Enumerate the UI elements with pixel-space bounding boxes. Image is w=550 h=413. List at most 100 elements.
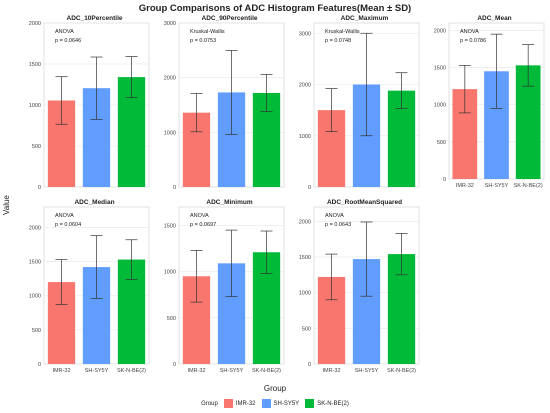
y-tick-label: 0: [308, 185, 311, 191]
y-tick-label: 500: [32, 328, 41, 334]
panel-title: ADC_Mean: [477, 15, 511, 22]
y-tick-label: 500: [167, 316, 176, 322]
figure-title: Group Comparisons of ADC Histogram Featu…: [138, 3, 412, 14]
y-tick-label: 2000: [29, 21, 41, 27]
y-tick-label: 0: [173, 362, 176, 368]
error-bar: [260, 74, 273, 112]
y-tick-label: 1500: [434, 66, 446, 72]
x-tick-label: SK-N-BE(2): [117, 368, 146, 374]
y-tick-label: 1500: [164, 223, 176, 229]
y-tick-label: 0: [443, 177, 446, 183]
legend-item-sknbe2: SK-N-BE(2): [305, 399, 349, 408]
p-value: p = 0.0748: [325, 38, 351, 44]
panel-title: ADC_RootMeanSquared: [327, 199, 402, 206]
y-tick-label: 1500: [299, 255, 311, 261]
legend-label-sknbe2: SK-N-BE(2): [317, 400, 349, 407]
error-bar: [458, 64, 471, 114]
y-tick-label: 3000: [299, 31, 311, 37]
panel-adc-median: ADC_Median 0 500 1000 1500 2000 IMR-32 SH-SY5Y S…: [29, 199, 150, 374]
x-axis-label: Group: [263, 384, 287, 393]
y-tick-label: 0: [38, 362, 41, 368]
legend-label-imr32: IMR-32: [235, 400, 256, 407]
y-tick-label: 2000: [434, 28, 446, 34]
p-value: p = 0.0604: [55, 222, 81, 228]
legend-key-imr32: [223, 399, 233, 408]
panel-adc-minimum: ADC_Minimum 0 500 1000 1500 IMR-32 SH-SY5Y SK-N…: [164, 199, 285, 374]
error-bar: [190, 250, 203, 303]
panel-adc-mean: ADC_Mean 0 500 1000 1500 2000 IMR-32 SH-SY5Y SK-…: [434, 15, 545, 189]
test-name: ANOVA: [55, 213, 74, 219]
y-tick-label: 1000: [29, 294, 41, 300]
error-bar: [90, 56, 103, 120]
error-bar: [395, 72, 408, 109]
error-bar: [325, 88, 338, 132]
y-tick-label: 0: [173, 185, 176, 191]
x-tick-label: SH-SY5Y: [220, 368, 244, 374]
y-tick-label: 1000: [434, 103, 446, 109]
test-name: Kruskal-Wallis: [190, 29, 225, 35]
y-tick-label: 1000: [164, 130, 176, 136]
legend-item-shsy5y: SH-SY5Y: [261, 399, 300, 408]
error-bar: [125, 239, 138, 280]
error-bar: [522, 44, 535, 87]
y-tick-label: 1500: [29, 260, 41, 266]
y-tick-label: 1000: [299, 134, 311, 140]
error-bar: [360, 32, 373, 137]
p-value: p = 0.0786: [460, 38, 486, 44]
x-tick-label: SH-SY5Y: [355, 368, 379, 374]
panel-title: ADC_10Percentile: [67, 15, 123, 22]
y-tick-label: 0: [38, 185, 41, 191]
y-tick-label: 1500: [29, 62, 41, 68]
x-tick-label: SK-N-BE(2): [514, 183, 543, 189]
panel-title: ADC_Minimum: [206, 199, 252, 206]
error-bar: [55, 76, 68, 125]
error-bar: [360, 221, 373, 297]
y-tick-label: 2000: [29, 225, 41, 231]
y-tick-label: 2000: [299, 219, 311, 225]
y-tick-label: 3000: [164, 21, 176, 27]
y-tick-label: 500: [437, 140, 446, 146]
panel-adc-rootmeansquared: ADC_RootMeanSquared 0 500 1000 1500 2000 IMR-3…: [299, 199, 420, 374]
p-value: p = 0.0697: [190, 222, 216, 228]
error-bar: [490, 33, 503, 109]
legend-key-shsy5y: [261, 399, 271, 408]
y-tick-label: 500: [32, 144, 41, 150]
panel-adc-90percentile: ADC_90Percentile 0 1000 2000 3000 Kruskal-Wal…: [164, 15, 285, 191]
panel-adc-10percentile: ADC_10Percentile 0 500 1000 1500 2000 ANOVA p =…: [29, 15, 150, 191]
error-bar: [260, 230, 273, 274]
test-name: ANOVA: [460, 29, 479, 35]
legend-item-imr32: IMR-32: [223, 399, 256, 408]
x-tick-label: IMR-32: [322, 368, 340, 374]
y-tick-label: 0: [308, 362, 311, 368]
error-bar: [125, 56, 138, 98]
x-tick-label: SH-SY5Y: [485, 183, 509, 189]
y-tick-label: 1000: [164, 270, 176, 276]
legend-title: Group: [201, 400, 218, 407]
panel-title: ADC_Median: [74, 199, 114, 206]
test-name: ANOVA: [190, 213, 209, 219]
y-tick-label: 2000: [164, 76, 176, 82]
p-value: p = 0.0646: [55, 38, 81, 44]
x-tick-label: IMR-32: [187, 368, 205, 374]
y-tick-label: 1000: [29, 103, 41, 109]
error-bar: [190, 93, 203, 133]
p-value: p = 0.0643: [325, 222, 351, 228]
error-bar: [90, 235, 103, 299]
y-tick-label: 2000: [299, 83, 311, 89]
legend-label-shsy5y: SH-SY5Y: [273, 400, 300, 407]
y-tick-label: 500: [302, 326, 311, 332]
error-bar: [225, 229, 238, 297]
y-tick-label: 1000: [299, 291, 311, 297]
x-tick-label: SK-N-BE(2): [387, 368, 416, 374]
x-tick-label: IMR-32: [456, 183, 474, 189]
panel-title: ADC_90Percentile: [202, 15, 258, 22]
legend-key-sknbe2: [305, 399, 315, 408]
error-bar: [325, 253, 338, 301]
x-tick-label: SH-SY5Y: [85, 368, 109, 374]
test-name: ANOVA: [55, 29, 74, 35]
test-name: ANOVA: [325, 213, 344, 219]
p-value: p = 0.0753: [190, 38, 216, 44]
legend: Group IMR-32 SH-SY5Y SK-N-BE(2): [0, 399, 550, 408]
x-tick-label: SK-N-BE(2): [252, 368, 281, 374]
